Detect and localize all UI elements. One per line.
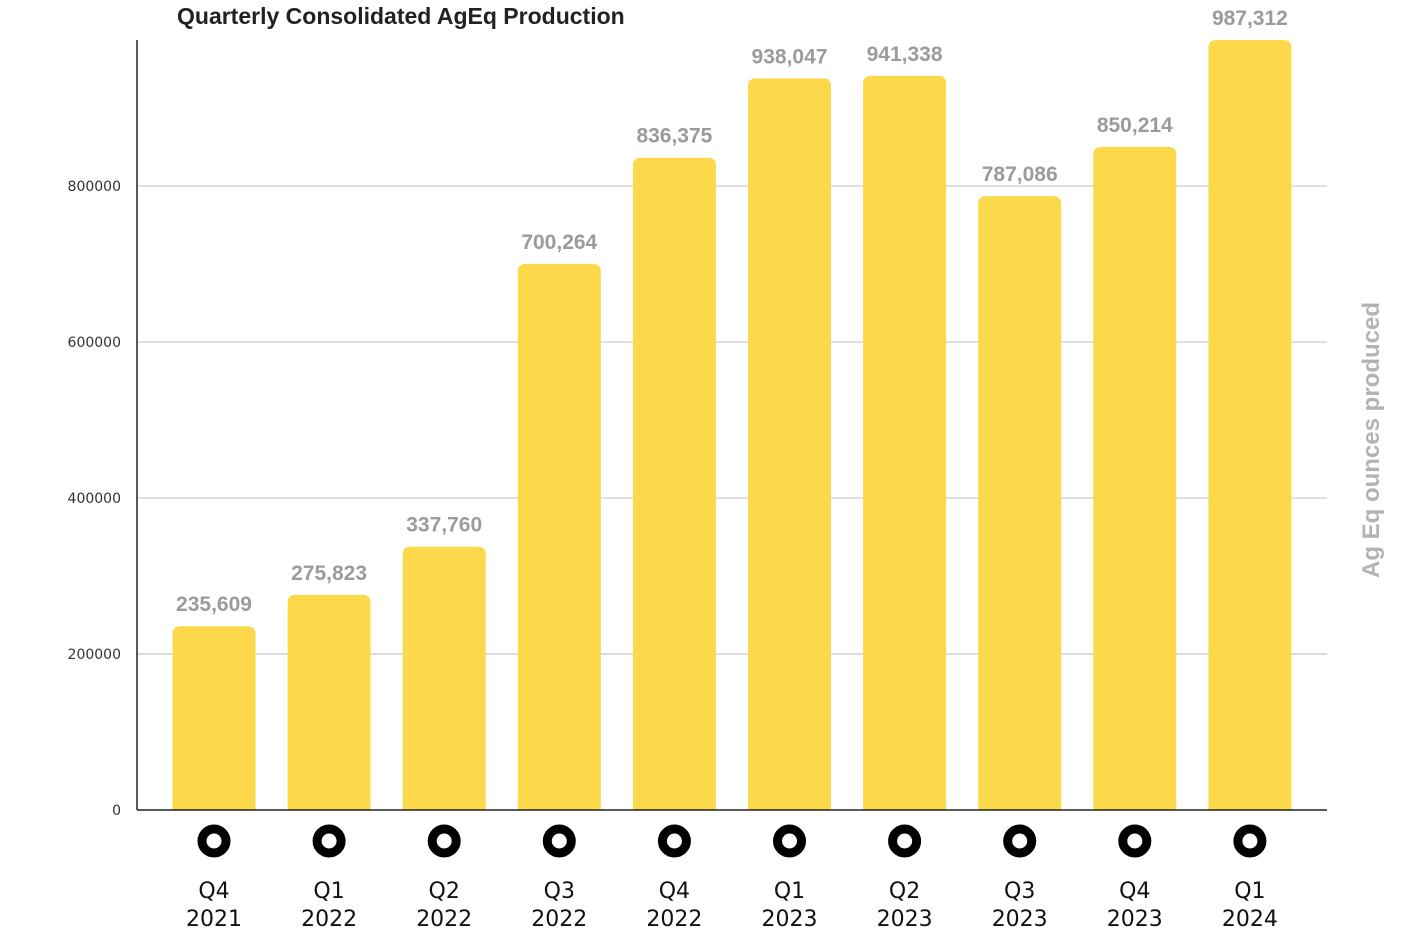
data-label: 700,264 <box>521 231 597 254</box>
data-label: 836,375 <box>636 125 712 148</box>
y-tick-label: 200000 <box>68 647 121 663</box>
data-label: 235,609 <box>176 593 252 616</box>
ring-icon <box>657 824 691 858</box>
x-tick-year: 2022 <box>301 907 357 932</box>
chart-title: Quarterly Consolidated AgEq Production <box>177 3 625 29</box>
ring-icon <box>542 824 576 858</box>
y-axis-title: Ag Eq ounces produced <box>1358 302 1385 578</box>
data-label: 275,823 <box>291 562 367 585</box>
data-labels: 235,609 275,823 337,760 700,264 836,375 938,0… <box>176 7 1288 616</box>
x-tick-year: 2024 <box>1222 907 1278 932</box>
data-label: 941,338 <box>867 43 943 66</box>
bar-q4-2023 <box>1093 146 1177 810</box>
ring-icon <box>1233 824 1267 858</box>
data-label: 337,760 <box>406 514 482 537</box>
x-tick-quarter: Q2 <box>429 879 460 904</box>
x-tick-year: 2023 <box>762 907 818 932</box>
bar-q3-2023 <box>978 196 1062 810</box>
bar-q4-2021 <box>172 626 256 810</box>
x-tick-quarter: Q2 <box>889 879 920 904</box>
bar-q1-2022 <box>287 594 371 810</box>
data-label: 850,214 <box>1097 114 1173 137</box>
bar-q4-2022 <box>632 157 716 810</box>
y-tick-label: 0 <box>112 803 121 819</box>
bar-q1-2023 <box>748 78 831 811</box>
bar-q3-2022 <box>517 263 601 810</box>
ring-icon <box>773 824 806 858</box>
x-tick-year: 2022 <box>416 907 472 932</box>
data-label: 787,086 <box>982 163 1058 186</box>
x-tick-year: 2023 <box>992 907 1048 932</box>
x-axis-ticks: Q4 2021 Q1 2022 Q2 2022 Q3 2022 Q4 2022 Q1 2023 Q2 20… <box>186 879 1278 932</box>
ring-icon <box>197 824 231 858</box>
x-tick-quarter: Q1 <box>313 879 344 904</box>
y-tick-label: 600000 <box>68 335 121 351</box>
x-axis-markers <box>197 824 1267 858</box>
y-axis-ticks: 0 200000 400000 600000 800000 <box>68 179 121 819</box>
data-label: 938,047 <box>752 45 828 68</box>
bar-q1-2024 <box>1208 40 1292 810</box>
x-tick-year: 2023 <box>1107 907 1163 932</box>
ring-icon <box>888 824 922 858</box>
x-tick-quarter: Q4 <box>1119 879 1150 904</box>
x-tick-year: 2021 <box>186 907 242 932</box>
ring-icon <box>312 824 346 858</box>
bar-q2-2022 <box>402 546 486 810</box>
x-tick-quarter: Q4 <box>198 879 229 904</box>
x-tick-quarter: Q4 <box>659 879 690 904</box>
ring-icon <box>1118 824 1152 858</box>
bars <box>172 40 1292 811</box>
x-tick-quarter: Q1 <box>1234 879 1265 904</box>
y-tick-label: 800000 <box>68 179 121 195</box>
x-tick-quarter: Q1 <box>774 879 805 904</box>
x-tick-quarter: Q3 <box>544 879 575 904</box>
bar-q2-2023 <box>863 75 947 810</box>
data-label: 987,312 <box>1212 7 1288 30</box>
x-tick-year: 2022 <box>531 907 587 932</box>
x-tick-year: 2022 <box>646 907 702 932</box>
ring-icon <box>1003 824 1037 858</box>
y-tick-label: 400000 <box>68 491 121 507</box>
ring-icon <box>427 824 461 858</box>
x-tick-year: 2023 <box>877 907 933 932</box>
x-tick-quarter: Q3 <box>1004 879 1035 904</box>
